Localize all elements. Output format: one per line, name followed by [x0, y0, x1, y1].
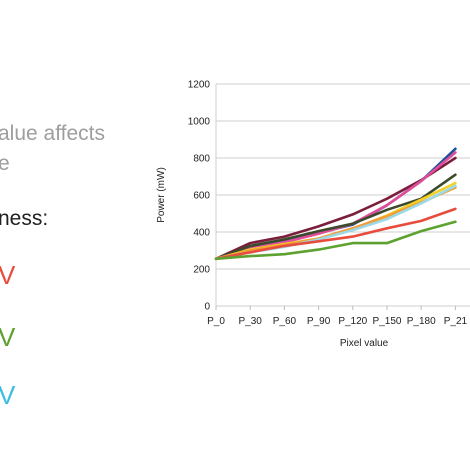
x-tick-label: P_21 — [444, 316, 468, 327]
series-line — [214, 207, 457, 261]
y-tick-label: 1200 — [188, 80, 211, 91]
series-line — [214, 220, 457, 261]
x-tick-label: P_0 — [207, 316, 225, 327]
slide-description-line-1: alue affects — [0, 122, 106, 145]
x-tick-label: P_90 — [307, 316, 331, 327]
y-tick-label: 200 — [193, 265, 210, 276]
y-tick-label: 600 — [193, 191, 210, 202]
y-tick-label: 800 — [193, 154, 210, 165]
x-tick-label: P_150 — [373, 316, 402, 327]
series-line — [214, 156, 457, 261]
slide-list-item-cyan: V — [0, 380, 16, 410]
slide-list-item-green: V — [0, 322, 16, 352]
power-line-chart: 0 200 400 600 800 1000 1200 P_0 P_30 P_60 P_90 P_1… — [156, 80, 470, 349]
series-line — [214, 173, 457, 261]
chart-series — [214, 147, 457, 261]
slide-text-panel: alue affects e ness: V V V — [0, 0, 150, 470]
y-tick-label: 1000 — [188, 117, 211, 128]
y-tick-label: 400 — [193, 228, 210, 239]
x-axis-label: Pixel value — [340, 338, 389, 349]
slide-list-heading: ness: — [0, 207, 49, 230]
x-axis-ticks: P_0 P_30 P_60 P_90 P_120 P_150 P_180 P_21 — [207, 306, 468, 327]
y-tick-label: 0 — [204, 302, 210, 313]
x-tick-label: P_120 — [338, 316, 367, 327]
x-tick-label: P_30 — [239, 316, 263, 327]
slide-list-item-red: V — [0, 260, 16, 290]
y-axis-label: Power (mW) — [156, 167, 167, 223]
slide-description-line-2: e — [0, 152, 10, 175]
x-tick-label: P_60 — [273, 316, 297, 327]
y-axis-ticks: 0 200 400 600 800 1000 1200 — [188, 80, 211, 313]
x-tick-label: P_180 — [407, 316, 436, 327]
